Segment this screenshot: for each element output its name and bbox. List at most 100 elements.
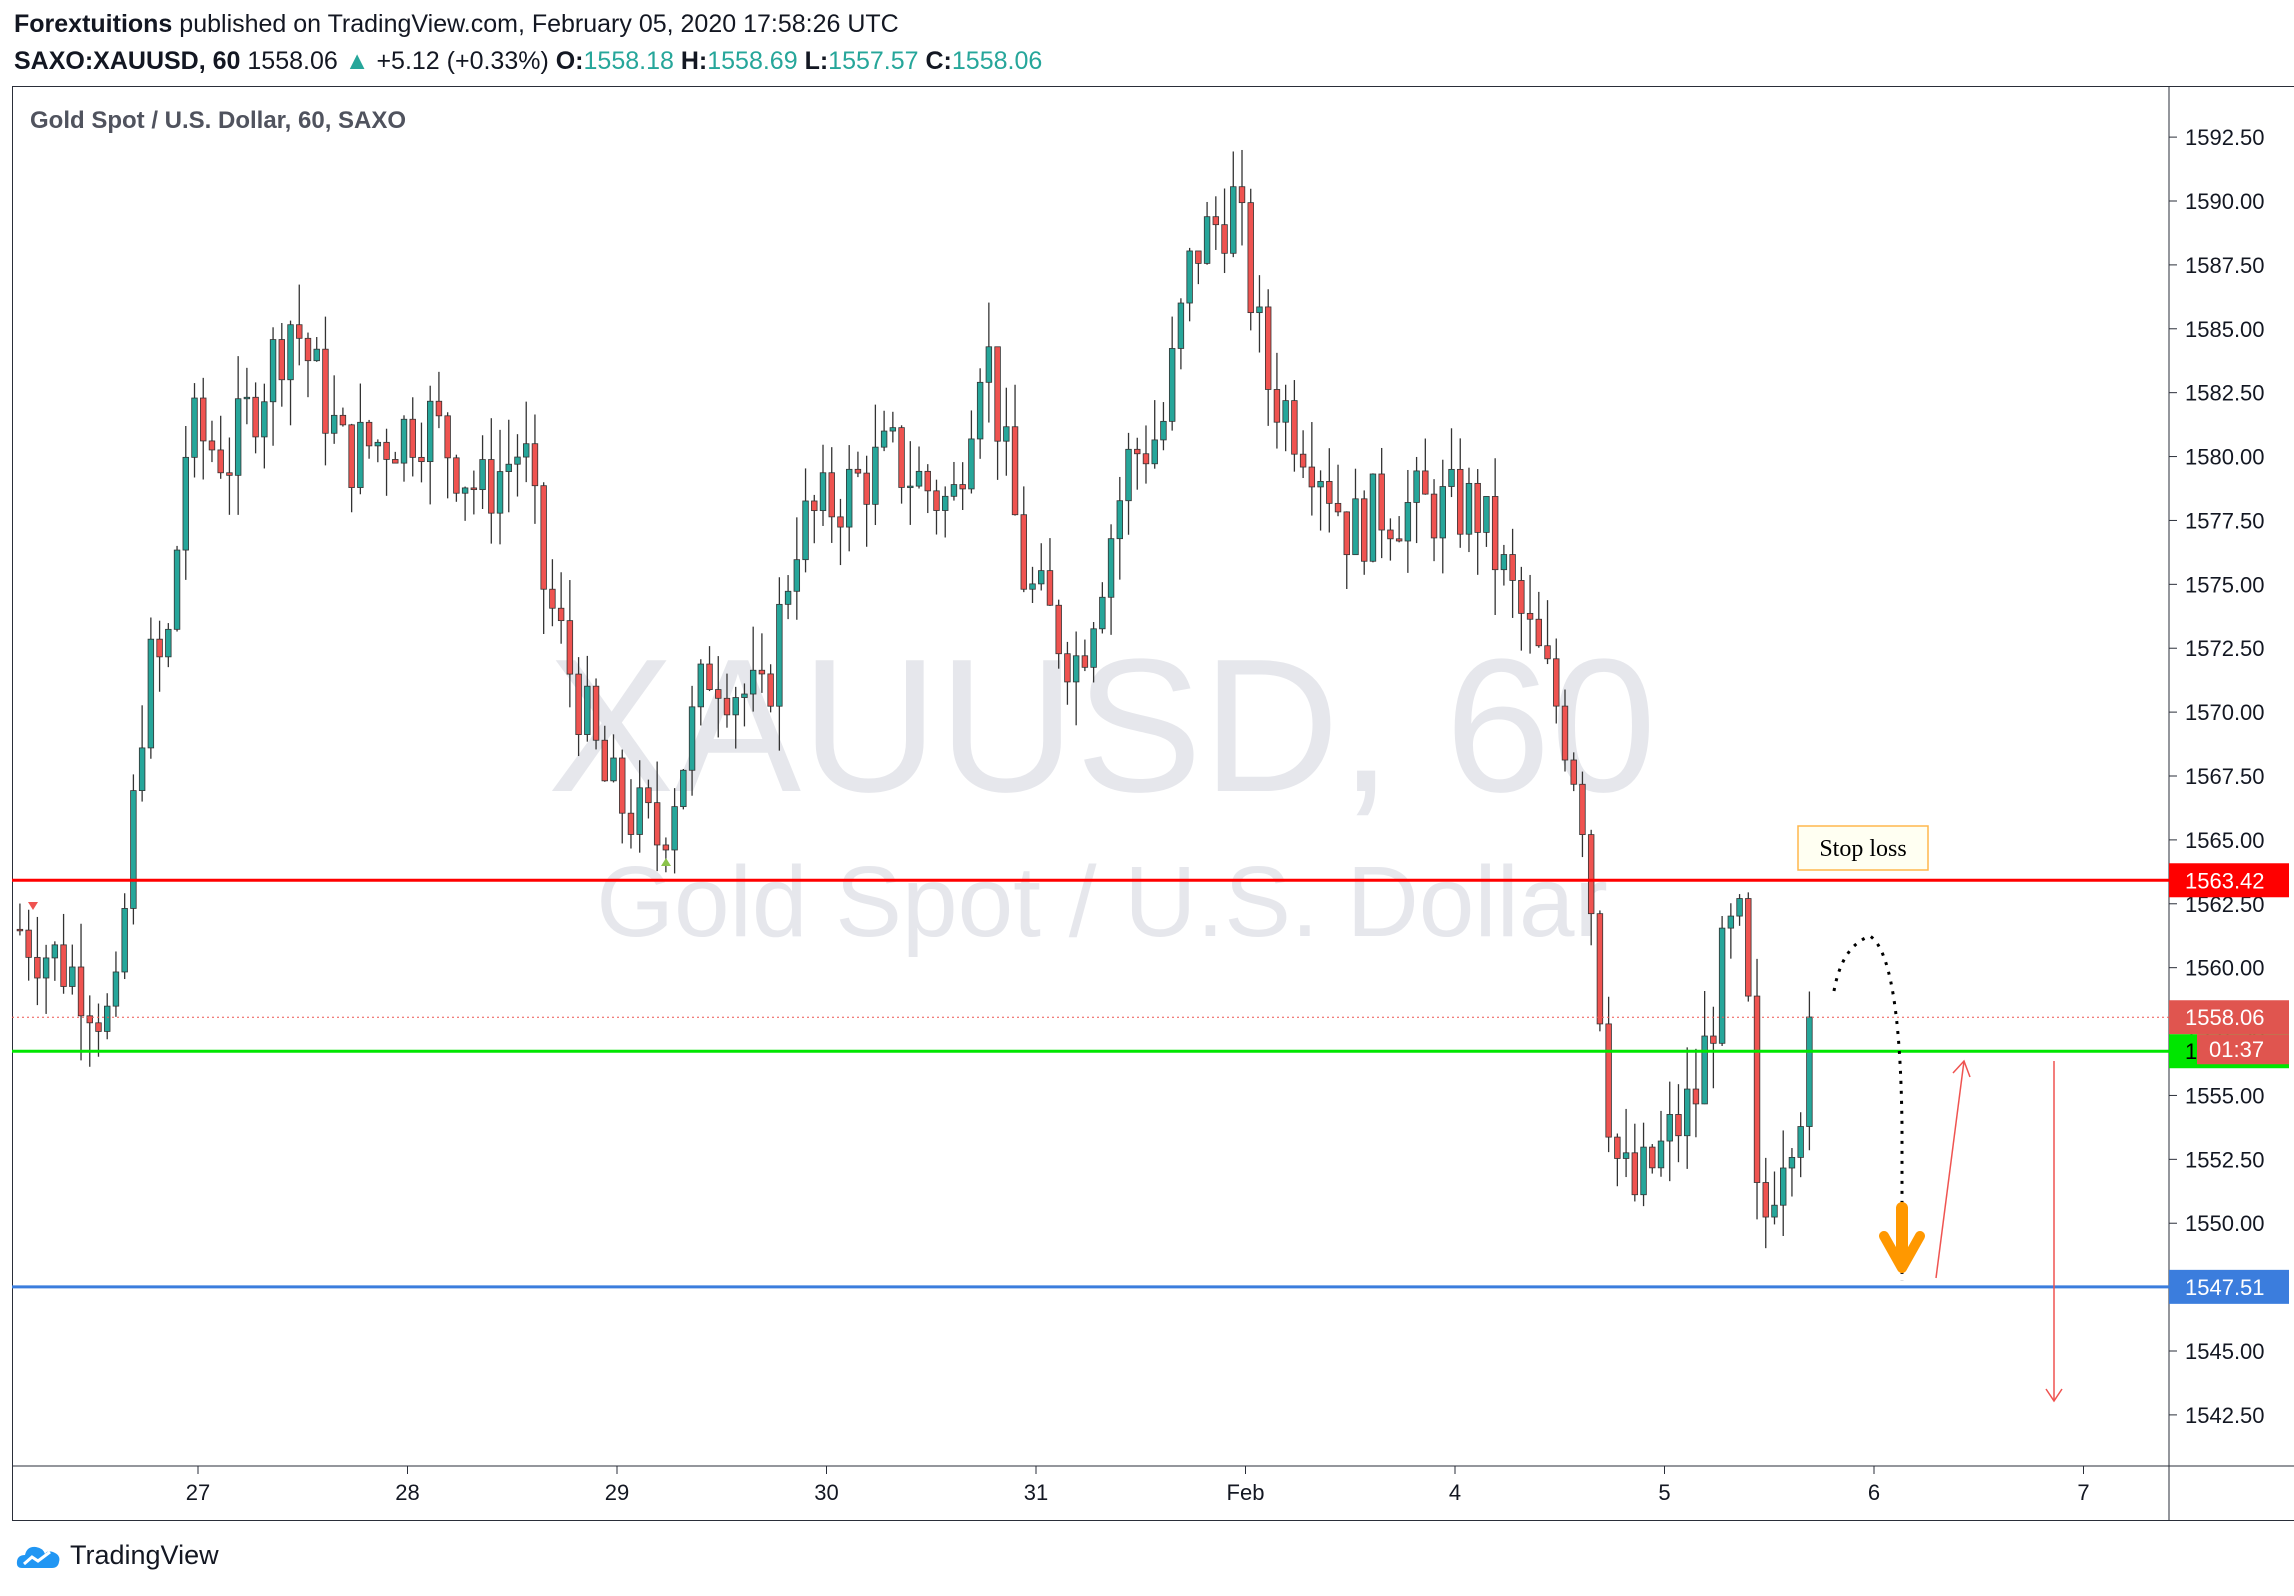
tradingview-brand[interactable]: TradingView	[70, 1540, 219, 1570]
candle-body	[1806, 1016, 1813, 1127]
candle-body	[322, 348, 329, 434]
candle-body	[872, 446, 879, 505]
symbol-label: SAXO:XAUUSD, 60	[14, 47, 241, 75]
candle-body	[959, 484, 966, 490]
candle-body	[1160, 420, 1167, 441]
last-price-price-text: 1558.06	[2185, 1005, 2265, 1030]
candle-body	[1780, 1167, 1787, 1206]
candle-body	[863, 472, 870, 505]
up-trend-arrow-head	[1952, 1059, 1971, 1078]
candle-body	[1788, 1156, 1796, 1169]
candle-body	[942, 495, 949, 511]
candle-body	[523, 443, 530, 458]
candle-body	[741, 693, 748, 698]
candle-body	[688, 706, 696, 771]
candle-body	[1500, 554, 1508, 571]
buy-marker-icon	[661, 858, 671, 866]
candle-body	[1299, 453, 1307, 468]
candle-body	[1666, 1114, 1673, 1142]
countdown-tag	[2197, 1034, 2289, 1065]
candle-body	[749, 669, 757, 695]
candle-body	[715, 689, 722, 699]
candle-body	[1291, 400, 1298, 455]
candle-body	[444, 415, 451, 459]
candle-body	[208, 440, 216, 451]
candle-body	[924, 470, 931, 492]
candle-body	[496, 471, 504, 514]
candle-body	[1186, 250, 1193, 304]
target-price-tag	[2169, 1269, 2289, 1304]
y-tick-label: 1592.50	[2185, 125, 2265, 150]
candle-body	[1081, 655, 1089, 668]
candle-body	[1003, 426, 1010, 442]
open-label: O:	[555, 47, 584, 75]
candle-body	[732, 697, 739, 716]
projection-curve	[1832, 934, 1904, 1281]
candle-body	[784, 590, 792, 605]
candle-body	[1046, 570, 1054, 606]
candle-body	[1203, 216, 1211, 264]
y-tick-label: 1542.50	[2185, 1403, 2265, 1428]
candle-body	[1745, 898, 1752, 997]
candle-body	[985, 346, 993, 383]
candle-body	[1701, 1035, 1708, 1105]
candle-body	[723, 697, 731, 716]
candle-body	[845, 468, 853, 528]
x-tick-label: 31	[1024, 1480, 1048, 1505]
chart-area[interactable]: XAUUSD, 60 Gold Spot / U.S. Dollar Gold Sp…	[12, 86, 2294, 1521]
watermark-symbol: XAUUSD, 60	[548, 620, 1657, 832]
last-price-value: 1558.06	[247, 47, 338, 75]
down-trend-arrow-head	[2045, 1388, 2063, 1403]
price-chart[interactable]: XAUUSD, 60 Gold Spot / U.S. Dollar Gold Sp…	[12, 86, 2294, 1521]
candle-body	[1195, 250, 1202, 264]
candle-body	[889, 427, 897, 432]
candle-body	[1099, 596, 1106, 630]
candle-body	[1038, 570, 1045, 585]
candle-body	[1116, 500, 1123, 540]
candle-body	[1448, 468, 1455, 487]
chart-title: Gold Spot / U.S. Dollar, 60, SAXO	[30, 107, 406, 134]
candle-body	[584, 685, 591, 735]
candle-body	[505, 463, 512, 472]
candle-body	[1683, 1088, 1691, 1137]
candle-body	[1649, 1146, 1656, 1169]
x-tick-label: 27	[186, 1480, 210, 1505]
candle-body	[34, 956, 41, 979]
candle-body	[1675, 1114, 1682, 1137]
candle-body	[339, 414, 347, 426]
candle-body	[470, 487, 478, 491]
candle-body	[1387, 529, 1394, 540]
candle-body	[854, 468, 862, 474]
candle-body	[243, 396, 251, 400]
candle-body	[1020, 514, 1027, 590]
candle-body	[1011, 426, 1019, 516]
candle-body	[1535, 618, 1542, 647]
candle-body	[898, 427, 905, 488]
y-tick-label: 1552.50	[2185, 1147, 2265, 1172]
high-label: H:	[680, 47, 708, 75]
candle-body	[627, 812, 635, 835]
candle-body	[933, 490, 940, 511]
candle-body	[104, 1005, 111, 1032]
candle-body	[261, 401, 268, 438]
candle-body	[304, 337, 312, 362]
candle-body	[1378, 473, 1385, 531]
candle-body	[592, 685, 600, 741]
candle-body	[915, 470, 923, 487]
candle-body	[1072, 655, 1080, 683]
target-price-text: 1547.51	[2185, 1275, 2265, 1300]
candle-body	[252, 396, 259, 438]
candle-body	[1326, 481, 1333, 504]
y-tick-label: 1565.00	[2185, 828, 2265, 853]
candle-body	[1134, 448, 1141, 455]
candle-body	[950, 484, 958, 497]
candle-body	[1596, 913, 1604, 1025]
candle-body	[1090, 628, 1097, 668]
candle-body	[234, 398, 242, 476]
candle-body	[1605, 1023, 1612, 1138]
countdown-text: 01:37	[2209, 1037, 2264, 1062]
stop-loss-price-tag	[2169, 863, 2289, 898]
candle-body	[1273, 389, 1281, 423]
up-trend-arrow	[1935, 1060, 1965, 1279]
publisher-name[interactable]: Forextuitions	[14, 10, 173, 38]
